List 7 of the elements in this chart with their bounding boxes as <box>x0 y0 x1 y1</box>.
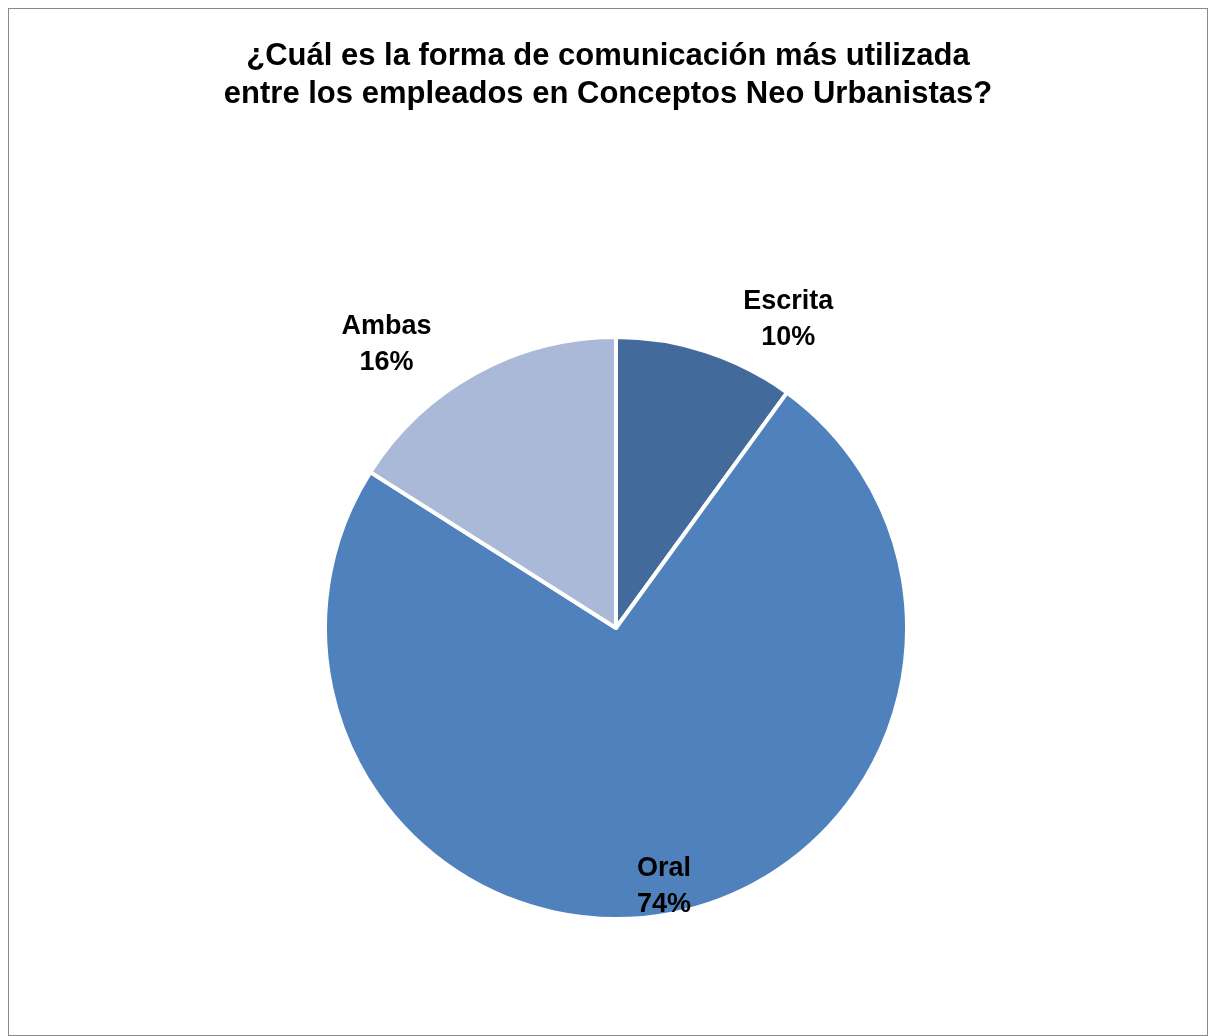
data-label: 10% <box>761 321 816 352</box>
slice-label: Escrita <box>743 285 835 316</box>
chart-title: ¿Cuál es la forma de comunicación más utilizada entre los empleados en Conceptos Neo Urbanistas? <box>223 37 993 110</box>
data-label: 16% <box>359 345 414 376</box>
data-label: 74% <box>636 887 692 918</box>
slice-label: Ambas <box>341 309 432 340</box>
slice-label: Oral <box>636 851 691 882</box>
